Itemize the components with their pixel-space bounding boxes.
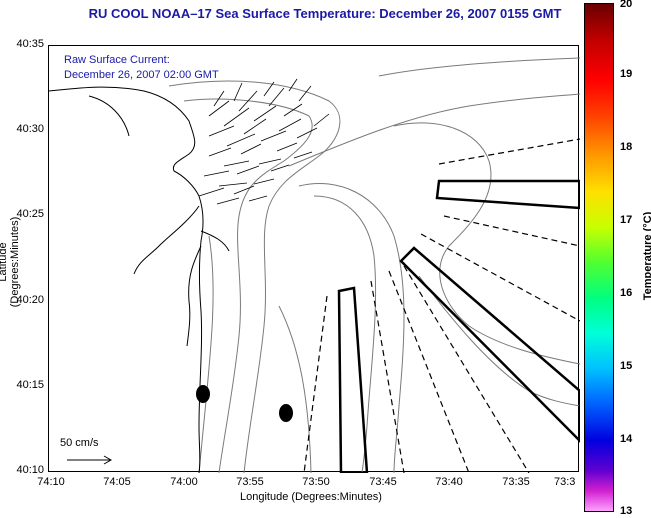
colorbar-tick-label: 14 — [620, 433, 633, 445]
channel-outline — [399, 246, 580, 443]
contour-line — [393, 122, 580, 365]
x-tick-label: 74:00 — [170, 476, 198, 488]
current-vector — [198, 185, 268, 205]
scale-label: 50 cm/s — [60, 437, 99, 449]
channel-outline — [337, 286, 369, 473]
contour-line — [288, 93, 580, 167]
lane-boundary — [403, 265, 530, 473]
lane-boundary — [370, 280, 405, 473]
coastline — [49, 86, 230, 473]
x-tick-label: 73:50 — [302, 476, 330, 488]
contour-line — [298, 182, 405, 473]
map-plot-area — [48, 45, 580, 473]
map-title: RU COOL NOAA–17 Sea Surface Temperature:… — [88, 6, 562, 21]
current-vector — [203, 164, 290, 187]
scale-arrow-line — [67, 455, 113, 465]
river-shore — [186, 245, 202, 347]
x-tick-label: 74:10 — [37, 476, 65, 488]
y-axis-title: Latitude (Degrees:Minutes) — [0, 216, 21, 308]
y-tick-label: 40:15 — [16, 379, 44, 391]
lane-boundary — [438, 138, 580, 165]
site-marker — [196, 385, 210, 403]
y-tick-label: 40:10 — [16, 464, 44, 476]
bay-shore — [200, 230, 230, 252]
colorbar-tick-label: 20 — [620, 0, 633, 10]
contour-line — [183, 98, 313, 473]
contour-line — [198, 235, 214, 473]
colorbar-tick-label: 17 — [620, 214, 633, 226]
current-vector — [208, 113, 330, 147]
colorbar-tick-label: 15 — [620, 360, 633, 372]
colorbar-tick-label: 18 — [620, 141, 633, 153]
scale-arrow — [67, 455, 113, 465]
lane-boundaries — [303, 138, 580, 473]
annotation-line1: Raw Surface Current: — [64, 54, 170, 66]
x-tick-label: 73:40 — [435, 476, 463, 488]
colorbar-tick-label: 19 — [620, 68, 633, 80]
map-canvas — [49, 57, 580, 473]
channel-outlines — [337, 179, 580, 473]
current-vector — [208, 142, 313, 167]
annotation-line2: December 26, 2007 02:00 GMT — [64, 69, 219, 81]
colorbar-title: Temperature (°C) — [642, 211, 651, 301]
bathymetry-contours — [168, 57, 580, 473]
x-tick-label: 73:35 — [502, 476, 530, 488]
lane-boundary — [388, 270, 470, 473]
lane-boundary — [420, 233, 580, 322]
contour-line — [168, 80, 341, 473]
lane-boundary — [303, 295, 328, 473]
x-tick-label: 73:55 — [236, 476, 264, 488]
coast-line — [49, 86, 204, 473]
surface-current-vectors — [198, 78, 330, 205]
current-vector — [208, 85, 312, 127]
bay-shore — [133, 205, 200, 275]
contour-line — [378, 57, 580, 77]
x-axis-title: Longitude (Degrees:Minutes) — [240, 491, 382, 503]
x-tick-label: 74:05 — [103, 476, 131, 488]
colorbar-tick-label: 13 — [620, 505, 633, 517]
y-tick-label: 40:25 — [16, 208, 44, 220]
x-tick-label: 73:3 — [554, 476, 576, 488]
lane-boundary — [443, 215, 580, 247]
contour-line — [278, 305, 312, 473]
y-tick-label: 40:30 — [16, 123, 44, 135]
current-vector — [213, 78, 298, 107]
channel-outline — [435, 179, 580, 210]
contour-line — [418, 275, 580, 407]
site-marker — [279, 404, 293, 422]
colorbar-tick-label: 16 — [620, 287, 633, 299]
harbor-shore — [88, 95, 130, 137]
y-tick-label: 40:20 — [16, 294, 44, 306]
contour-line — [313, 195, 377, 473]
y-tick-label: 40:35 — [16, 38, 44, 50]
temperature-colorbar — [584, 3, 614, 512]
x-tick-label: 73:45 — [369, 476, 397, 488]
